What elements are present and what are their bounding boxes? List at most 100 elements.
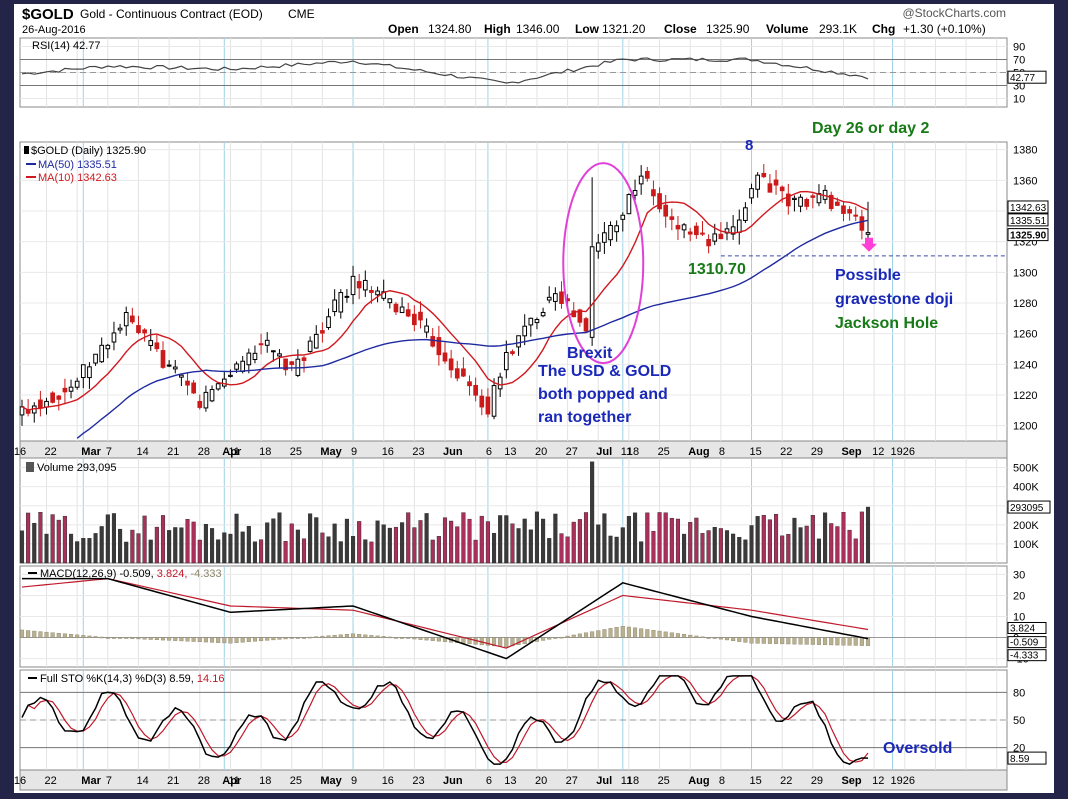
volume-bar bbox=[277, 512, 282, 564]
macd-histogram-bar bbox=[774, 637, 779, 644]
volume-bar bbox=[332, 523, 337, 564]
volume-bar bbox=[75, 541, 80, 564]
macd-histogram-bar bbox=[240, 637, 245, 643]
macd-histogram-bar bbox=[314, 636, 319, 638]
volume-value-tag bbox=[1007, 500, 1051, 514]
candle-body bbox=[503, 351, 509, 371]
candle-body bbox=[798, 196, 803, 207]
macd-histogram-bar bbox=[829, 637, 834, 646]
volume-bar bbox=[148, 539, 153, 564]
volume-value: 293.1K bbox=[819, 22, 857, 36]
sto-title-part: 14.16 bbox=[197, 673, 225, 685]
macd-histogram-bar bbox=[645, 629, 650, 638]
volume-bar bbox=[663, 512, 668, 564]
volume-bar bbox=[369, 541, 374, 564]
volume-bar bbox=[430, 539, 435, 564]
volume-bar bbox=[804, 525, 809, 564]
volume-bar bbox=[755, 516, 760, 564]
macd-histogram-bar bbox=[283, 637, 288, 640]
volume-bar bbox=[780, 535, 785, 564]
annotation-possible: Possible bbox=[835, 267, 901, 284]
day-tick-label: 14 bbox=[136, 446, 148, 458]
volume-bar bbox=[583, 512, 589, 564]
description: Gold - Continuous Contract (EOD) bbox=[80, 7, 263, 21]
volume-bar bbox=[835, 526, 840, 564]
candle-body bbox=[577, 309, 583, 323]
candle-body bbox=[252, 352, 258, 361]
macd-histogram-bar bbox=[326, 635, 331, 638]
close-value: 1325.90 bbox=[706, 22, 750, 36]
candle-body bbox=[80, 364, 86, 379]
axis-tick-label: 1240 bbox=[1013, 359, 1037, 371]
source: @StockCharts.com bbox=[902, 6, 1006, 20]
candle-body bbox=[491, 385, 497, 417]
macd-histogram-bar bbox=[651, 630, 656, 638]
candle-body bbox=[602, 232, 607, 243]
volume-bar bbox=[314, 517, 319, 564]
macd-histogram-bar bbox=[798, 637, 803, 645]
candle-body bbox=[234, 363, 239, 370]
day-tick-label: 12 bbox=[872, 446, 884, 458]
macd-title-part: -4.333 bbox=[190, 568, 221, 580]
open-value: 1324.80 bbox=[428, 22, 472, 36]
macd-histogram-bar bbox=[823, 637, 828, 646]
day-tick-label: 11 bbox=[621, 446, 632, 458]
macd-histogram-bar bbox=[203, 637, 208, 643]
macd-histogram-bar bbox=[663, 631, 668, 638]
candle-body bbox=[773, 179, 779, 186]
volume-bar bbox=[406, 512, 411, 564]
open-label: Open bbox=[388, 22, 419, 36]
candle-body bbox=[405, 309, 411, 317]
axis-tick-label: 50 bbox=[1013, 715, 1025, 727]
volume-bar bbox=[62, 515, 67, 564]
volume-bar bbox=[44, 533, 49, 564]
pink-arrow-icon bbox=[861, 237, 877, 252]
candle-body bbox=[117, 327, 123, 331]
macd-histogram-bar bbox=[246, 637, 251, 643]
macd-histogram-bar bbox=[81, 635, 86, 638]
candle-body bbox=[700, 232, 705, 235]
macd-histogram-bar bbox=[400, 637, 405, 639]
candle-body bbox=[546, 296, 552, 301]
day-tick-label: 15 bbox=[750, 775, 762, 787]
macd-histogram-bar bbox=[301, 637, 307, 639]
rsi-title: RSI(14) 42.77 bbox=[32, 40, 100, 52]
macd-histogram-bar bbox=[228, 637, 233, 644]
candle-body bbox=[258, 343, 264, 346]
candle-body bbox=[608, 224, 613, 241]
candle-body bbox=[804, 199, 810, 207]
day-tick-label: 26 bbox=[903, 775, 915, 787]
candle-body bbox=[399, 306, 405, 314]
volume-bar bbox=[749, 525, 754, 564]
macd-histogram-bar bbox=[185, 637, 190, 642]
candle-body bbox=[215, 383, 221, 390]
day-tick-label: 8 bbox=[719, 446, 725, 458]
macd-histogram-bar bbox=[492, 637, 497, 647]
day-tick-label: 28 bbox=[198, 446, 210, 458]
macd-histogram-bar bbox=[44, 631, 49, 638]
volume-bar bbox=[216, 539, 221, 564]
volume-bar bbox=[111, 513, 116, 564]
volume-bar bbox=[197, 539, 202, 564]
candle-body bbox=[534, 319, 540, 324]
candle-body bbox=[657, 193, 662, 210]
volume-bar bbox=[160, 515, 166, 564]
volume-bar bbox=[522, 518, 527, 564]
axis-tick-label: 400K bbox=[1013, 482, 1039, 494]
volume-bar bbox=[308, 513, 313, 564]
month-tick-label: Mar bbox=[81, 775, 101, 787]
candle-body bbox=[767, 183, 773, 193]
macd-histogram-bar bbox=[259, 637, 264, 642]
volume-bar bbox=[124, 541, 129, 564]
day-tick-label: 7 bbox=[106, 775, 112, 787]
candle-body bbox=[320, 330, 325, 334]
macd-histogram-bar bbox=[69, 634, 74, 638]
annotation-usd-gold: The USD & GOLD bbox=[538, 363, 671, 380]
macd-histogram-bar bbox=[424, 637, 429, 641]
volume-bar bbox=[93, 533, 98, 564]
macd-histogram-bar bbox=[56, 633, 61, 638]
candle-body bbox=[148, 340, 154, 346]
price-panel bbox=[19, 141, 1008, 442]
